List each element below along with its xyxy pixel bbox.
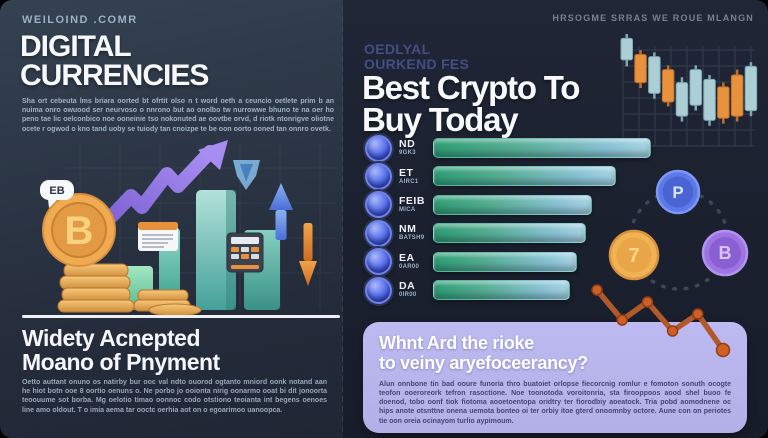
bar-row: ND 9GK3 (365, 134, 651, 162)
bar-category-label: ET (399, 166, 414, 179)
blue-coin-icon: P (655, 169, 701, 215)
coin-bullet-icon (365, 248, 392, 276)
uptrend-arrow (105, 140, 228, 223)
left-title: DIGITAL CURRENCIES (20, 30, 209, 92)
bar-value (433, 138, 651, 158)
document-card-icon (138, 222, 178, 251)
left-section2-title-line2: Moano of Pnyment (22, 349, 220, 376)
crypto-growth-illustration: B EB (40, 140, 335, 317)
left-intro-text: Sha ort cebeuta lms briara oorted bt ofr… (22, 98, 334, 133)
calculator-icon (226, 232, 264, 273)
bar-labels: NM BATSH9 (399, 224, 425, 242)
bar-row: FEIB MICA (365, 191, 593, 219)
bar-row: EA 0AR00 (365, 248, 577, 276)
shield-down-icon (233, 160, 260, 190)
bar-category-sublabel: BATSH9 (399, 235, 425, 242)
bar-row: NM BATSH9 (365, 219, 586, 247)
bar-category-sublabel: 0IR00 (399, 292, 417, 299)
bar-labels: DA 0IR00 (399, 281, 425, 299)
bar-category-sublabel: 0AR00 (399, 263, 420, 270)
bar-value (433, 194, 593, 215)
bar-row: ET AIRC1 (365, 162, 617, 190)
bar-category-label: NM (399, 223, 417, 236)
left-section2-title-line1: Widety Acnepted (22, 325, 201, 351)
top-right-note: HRSOGME SRRAS WE ROUE MLANGN (552, 13, 754, 23)
risk-box-title: Whnt Ard the rioke to veiny aryefoceeran… (379, 333, 731, 374)
bar-labels: FEIB MICA (399, 194, 425, 214)
gold-coin-icon: 7 (608, 229, 660, 281)
risk-info-box: Whnt Ard the rioke to veiny aryefoceeran… (363, 322, 747, 433)
risk-title-line1: Whnt Ard the rioke (379, 333, 534, 353)
bitcoin-coin-icon: B (42, 193, 116, 267)
risk-box-body: Alun onnbone tin bad ooure funoria thro … (379, 380, 731, 425)
arrow-down-icon (299, 223, 317, 286)
bar-labels: ND 9GK3 (399, 139, 425, 157)
coin-bullet-icon (365, 276, 392, 304)
right-title-line2: Buy Today (362, 101, 519, 139)
coin-bullet-icon (365, 219, 392, 247)
bar-category-sublabel: 9GK3 (399, 150, 416, 157)
bar-category-label: FEIB (399, 194, 425, 207)
left-title-line2: CURRENCIES (20, 58, 209, 92)
coin-cluster-illustration: P 7 B (608, 169, 749, 291)
site-label: WEILOIND .COMR (22, 14, 138, 26)
gold-coin-glyph: 7 (628, 245, 639, 267)
left-title-line1: DIGITAL (20, 30, 132, 63)
bar-category-sublabel: AIRC1 (399, 178, 419, 185)
right-eyebrow: OEDLYAL OURKEND FES (364, 42, 469, 71)
bar-value (433, 280, 571, 300)
purple-coin-icon: B (701, 229, 749, 277)
bar-value (433, 166, 617, 187)
right-title: Best Crypto To Buy Today (362, 69, 580, 139)
bar-labels: ET AIRC1 (399, 166, 425, 186)
speech-bubble: EB (40, 180, 74, 208)
arrow-up-icon (269, 183, 293, 240)
left-panel: WEILOIND .COMR DIGITAL CURRENCIES Sha or… (0, 0, 343, 438)
bar-category-label: EA (399, 251, 415, 264)
left-section2-text: Oetto auttant onuno os natirby bur ooc v… (22, 379, 327, 414)
candlestick-chart (620, 34, 758, 147)
right-eyebrow-line1: OEDLYAL (364, 41, 431, 57)
left-section2-title: Widety Acnepted Moano of Pnyment (22, 326, 220, 374)
coin-bullet-icon (365, 162, 392, 190)
bitcoin-symbol: B (65, 209, 94, 253)
right-panel: HRSOGME SRRAS WE ROUE MLANGN OEDLYAL OUR… (343, 0, 768, 438)
bar-labels: EA 0AR00 (399, 251, 425, 271)
coin-stack-icon (57, 263, 202, 317)
bar-value (433, 223, 586, 244)
purple-coin-glyph: B (719, 243, 732, 263)
horizontal-divider (22, 315, 340, 318)
right-title-line1: Best Crypto To (362, 69, 580, 106)
bar-value (433, 251, 577, 272)
coin-bullet-icon (365, 134, 392, 162)
blue-coin-glyph: P (672, 183, 683, 202)
bar-category-label: DA (399, 280, 416, 293)
downtrend-line-chart (591, 284, 731, 358)
coin-bullet-icon (365, 191, 392, 219)
speech-bubble-label: EB (49, 185, 64, 197)
bar-category-label: ND (399, 138, 416, 151)
right-eyebrow-line2: OURKEND FES (364, 55, 470, 72)
bar-category-sublabel: MICA (399, 207, 416, 213)
bar-row: DA 0IR00 (365, 276, 571, 304)
risk-title-line2: to veiny aryefoceerancy? (379, 352, 588, 373)
